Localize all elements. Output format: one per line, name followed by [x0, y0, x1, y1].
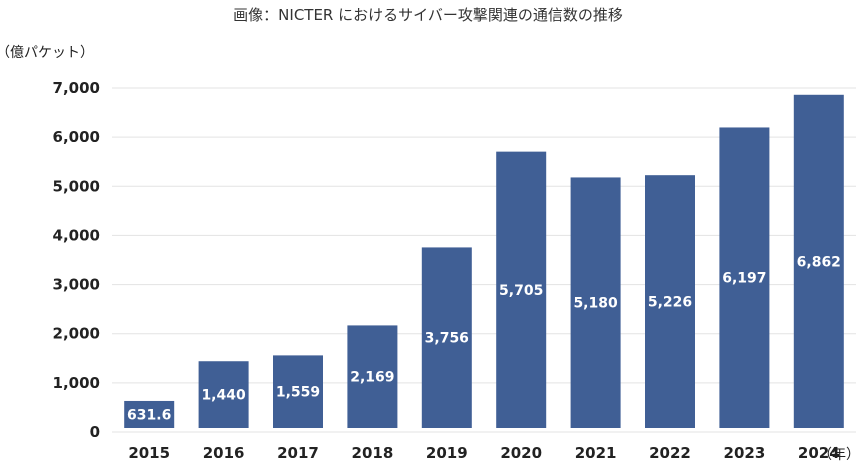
y-axis-ticks: 0 1,000 2,000 3,000 4,000 5,000 6,000 7,000: [53, 79, 100, 441]
bar-value-label: 2,169: [350, 370, 394, 386]
x-tick-label: 2016: [203, 444, 245, 462]
bar-value-label: 3,756: [425, 331, 469, 347]
y-tick-label: 4,000: [53, 226, 100, 244]
x-axis-unit-label: （年）: [818, 447, 856, 462]
y-axis-unit-label: （億パケット）: [0, 45, 94, 61]
bar-2015: [124, 400, 175, 428]
bar-value-label: 631.6: [127, 407, 171, 423]
bar-value-label: 5,705: [499, 283, 543, 299]
bar-2018: [347, 325, 398, 428]
bars: 631.6 1,440 1,559 2,169 3,756 5,705 5,180 5,226…: [124, 94, 844, 429]
y-tick-label: 1,000: [53, 374, 100, 392]
bar-2016: [198, 361, 249, 428]
x-axis-ticks: 2015 2016 2017 2018 2019 2020 2021 2022 2023 2024: [128, 444, 839, 462]
x-tick-label: 2021: [575, 444, 617, 462]
y-tick-label: 7,000: [53, 79, 100, 97]
x-tick-label: 2017: [277, 444, 319, 462]
bar-2019: [421, 247, 472, 428]
bar-value-label: 1,440: [201, 388, 246, 404]
x-tick-label: 2015: [128, 444, 170, 462]
bar-value-label: 6,197: [722, 271, 766, 287]
x-tick-label: 2019: [426, 444, 468, 462]
bar-value-label: 5,180: [573, 296, 618, 312]
chart-title: 画像：NICTER におけるサイバー攻撃関連の通信数の推移: [233, 6, 623, 24]
bar-value-label: 5,226: [648, 295, 692, 311]
bar-2017: [273, 355, 323, 428]
x-tick-label: 2024: [798, 444, 840, 462]
y-tick-label: 2,000: [53, 325, 100, 343]
bar-2024: [793, 94, 844, 429]
y-tick-label: 5,000: [53, 177, 100, 195]
y-tick-label: 0: [90, 423, 100, 441]
x-tick-label: 2023: [724, 444, 766, 462]
bar-value-label: 1,559: [276, 385, 320, 401]
bar-value-label: 6,862: [797, 254, 841, 270]
x-tick-label: 2018: [352, 444, 394, 462]
y-tick-label: 3,000: [53, 276, 100, 294]
bar-2020: [496, 151, 547, 428]
y-tick-label: 6,000: [53, 128, 100, 146]
bar-2022: [645, 175, 695, 428]
x-tick-label: 2020: [500, 444, 542, 462]
bar-2023: [719, 127, 770, 428]
x-tick-label: 2022: [649, 444, 691, 462]
bar-2021: [570, 177, 621, 428]
